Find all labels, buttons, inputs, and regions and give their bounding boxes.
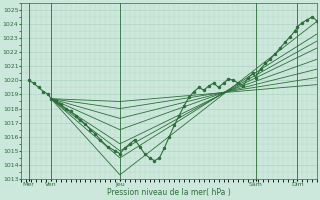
X-axis label: Pression niveau de la mer( hPa ): Pression niveau de la mer( hPa )	[108, 188, 231, 197]
